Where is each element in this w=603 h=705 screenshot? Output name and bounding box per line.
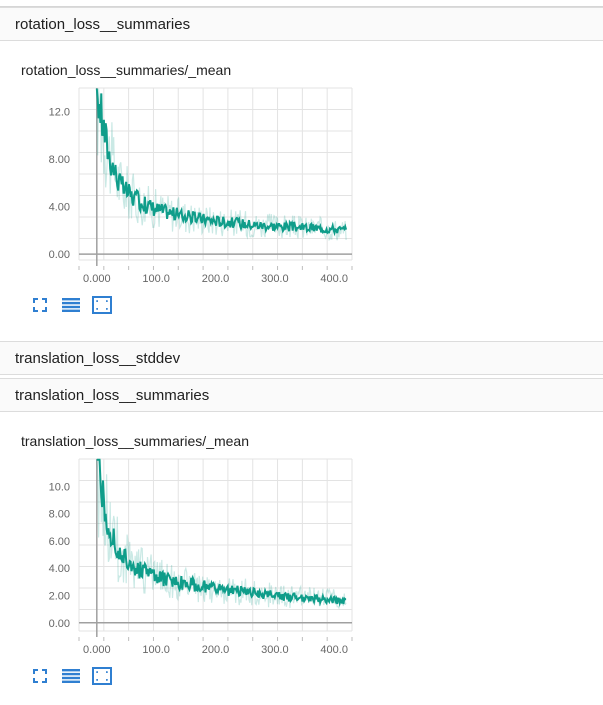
y-tick-label: 2.00 [49, 591, 70, 603]
list-icon [62, 669, 80, 683]
category-label: rotation_loss__summaries [15, 16, 191, 33]
x-tick-label: 300.0 [261, 644, 289, 656]
category-bar-rotation-loss-summaries[interactable]: rotation_loss__summaries [0, 7, 603, 41]
raw-series-line [96, 459, 347, 610]
chart-toolbar [30, 296, 123, 314]
fit-domain-button[interactable] [92, 667, 112, 685]
x-tick-label: 100.0 [142, 273, 170, 285]
y-tick-label: 8.00 [49, 509, 70, 521]
line-chart[interactable]: 0.000 100.0 200.0 300.0 400.0 0.00 2.00 4.00 6.0… [0, 451, 360, 661]
category-label: translation_loss__stddev [15, 350, 181, 367]
x-tick-label: 300.0 [261, 273, 289, 285]
list-icon [62, 298, 80, 312]
top-divider [0, 6, 603, 7]
category-label: translation_loss__summaries [15, 387, 210, 404]
x-tick-label: 100.0 [142, 644, 170, 656]
expand-button[interactable] [30, 296, 50, 314]
smoothed-series-line [96, 458, 347, 607]
x-tick-label: 0.000 [83, 273, 111, 285]
x-tick-label: 400.0 [320, 644, 348, 656]
chart-title: translation_loss__summaries/_mean [21, 433, 249, 449]
category-bar-translation-loss-stddev[interactable]: translation_loss__stddev [0, 341, 603, 375]
y-tick-label: 4.00 [49, 202, 70, 214]
chart-title: rotation_loss__summaries/_mean [21, 62, 232, 78]
x-tick-label: 200.0 [202, 644, 230, 656]
y-tick-label: 4.00 [49, 563, 70, 575]
fit-domain-icon [92, 296, 112, 314]
x-tick-label: 400.0 [320, 273, 348, 285]
y-tick-label: 0.00 [49, 249, 70, 261]
y-tick-label: 10.0 [49, 481, 70, 493]
x-tick-label: 200.0 [202, 273, 230, 285]
expand-icon [33, 669, 47, 683]
x-tick-label: 0.000 [83, 644, 111, 656]
y-tick-label: 6.00 [49, 536, 70, 548]
category-bar-translation-loss-summaries[interactable]: translation_loss__summaries [0, 378, 603, 412]
fit-domain-icon [92, 667, 112, 685]
toggle-y-axis-log-button[interactable] [61, 296, 81, 314]
line-chart[interactable]: 0.000 100.0 200.0 300.0 400.0 0.00 4.00 8.00 12.… [0, 80, 360, 290]
fit-domain-button[interactable] [92, 296, 112, 314]
smoothed-series-line [95, 88, 348, 237]
toggle-y-axis-log-button[interactable] [61, 667, 81, 685]
y-tick-label: 0.00 [49, 618, 70, 630]
y-tick-label: 12.0 [49, 107, 70, 119]
expand-icon [33, 298, 47, 312]
y-tick-label: 8.00 [49, 154, 70, 166]
expand-button[interactable] [30, 667, 50, 685]
chart-toolbar [30, 667, 123, 685]
